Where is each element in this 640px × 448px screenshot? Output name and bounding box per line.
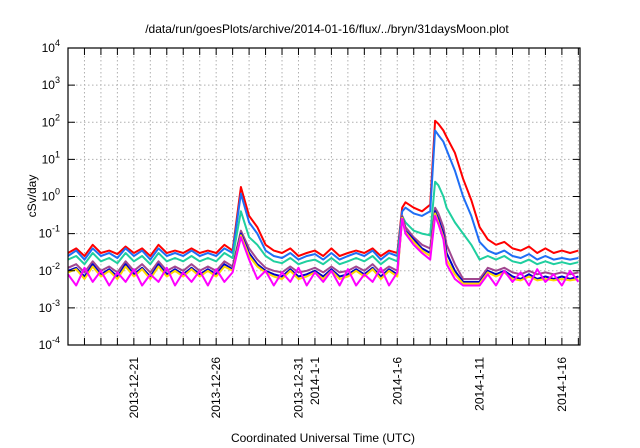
x-tick-label: 2014-1-1 <box>308 357 322 405</box>
x-tick-label: 2014-1-6 <box>390 357 404 405</box>
series-line-yellow <box>67 212 579 285</box>
x-tick-labels: 2013-12-21 2013-12-26 2013-12-31 2014-1-1 20… <box>127 357 569 419</box>
x-tick-label: 2013-12-26 <box>209 357 223 419</box>
series-line-blue <box>67 129 579 261</box>
y-tick-label: 103 <box>42 75 60 92</box>
x-tick-label: 2013-12-21 <box>127 357 141 419</box>
y-tick-label: 104 <box>42 38 60 55</box>
series-line-darkblue <box>67 210 579 283</box>
series-line-teal <box>67 180 579 266</box>
y-tick-label: 102 <box>42 112 60 129</box>
ticks <box>68 47 580 346</box>
y-tick-label: 10-4 <box>39 335 60 352</box>
y-tick-label: 10-1 <box>39 224 60 241</box>
series-line-magenta <box>67 214 580 287</box>
chart-title: /data/run/goesPlots/archive/2014-01-16/f… <box>145 22 509 36</box>
y-tick-labels: 10-4 10-3 10-2 10-1 100 101 102 103 104 <box>39 38 60 352</box>
series-layer <box>67 119 580 287</box>
grid <box>68 48 580 345</box>
x-tick-label: 2013-12-31 <box>291 357 305 419</box>
y-tick-label: 101 <box>42 149 60 166</box>
y-tick-label: 100 <box>42 187 60 204</box>
x-axis-label: Coordinated Universal Time (UTC) <box>231 431 415 445</box>
y-tick-label: 10-3 <box>39 298 60 315</box>
x-tick-label: 2014-1-16 <box>555 357 569 412</box>
x-tick-label: 2014-1-11 <box>473 357 487 411</box>
y-axis-label: cSv/day <box>25 175 39 218</box>
series-line-red <box>67 119 579 257</box>
y-tick-label: 10-2 <box>39 261 60 278</box>
series-line-mauve <box>67 206 579 280</box>
